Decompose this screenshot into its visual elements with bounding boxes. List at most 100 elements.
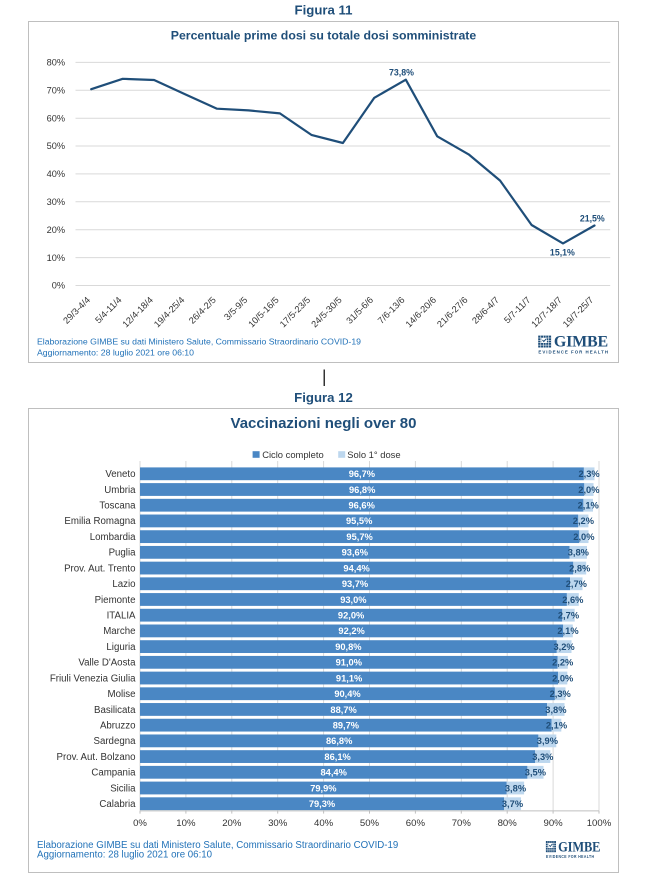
- svg-text:7/6-13/6: 7/6-13/6: [376, 295, 407, 326]
- svg-text:93,0%: 93,0%: [340, 595, 367, 605]
- svg-text:Toscana: Toscana: [99, 501, 136, 512]
- svg-text:Molise: Molise: [108, 689, 136, 700]
- svg-text:0%: 0%: [52, 281, 65, 291]
- svg-text:10%: 10%: [47, 253, 65, 263]
- svg-text:30%: 30%: [47, 197, 65, 207]
- svg-text:3,2%: 3,2%: [553, 642, 575, 652]
- svg-text:Umbria: Umbria: [104, 485, 136, 496]
- svg-text:Prov. Aut. Bolzano: Prov. Aut. Bolzano: [57, 752, 136, 763]
- svg-text:20%: 20%: [222, 818, 242, 829]
- svg-text:3,8%: 3,8%: [505, 783, 527, 793]
- svg-text:Lombardia: Lombardia: [90, 532, 136, 543]
- svg-text:12/7-18/7: 12/7-18/7: [529, 295, 564, 330]
- svg-text:12/4-18/4: 12/4-18/4: [120, 295, 155, 330]
- svg-text:GIMBE: GIMBE: [554, 334, 608, 351]
- svg-text:3,3%: 3,3%: [532, 752, 554, 762]
- svg-text:21,5%: 21,5%: [580, 213, 605, 223]
- svg-text:Campania: Campania: [91, 768, 136, 779]
- svg-text:26/4-2/5: 26/4-2/5: [187, 295, 218, 326]
- svg-text:92,2%: 92,2%: [338, 626, 365, 636]
- svg-text:24/5-30/5: 24/5-30/5: [309, 295, 344, 330]
- svg-text:84,4%: 84,4%: [321, 768, 348, 778]
- svg-text:3,5%: 3,5%: [525, 768, 547, 778]
- svg-text:Valle D'Aosta: Valle D'Aosta: [78, 658, 136, 669]
- svg-text:GIMBE: GIMBE: [558, 838, 600, 854]
- svg-text:70%: 70%: [452, 818, 472, 829]
- svg-text:60%: 60%: [406, 818, 426, 829]
- svg-text:3,9%: 3,9%: [537, 736, 559, 746]
- svg-text:14/6-20/6: 14/6-20/6: [404, 295, 439, 330]
- svg-text:2,0%: 2,0%: [552, 673, 574, 683]
- svg-text:2,8%: 2,8%: [569, 563, 591, 573]
- svg-text:Ciclo completo: Ciclo completo: [262, 449, 323, 460]
- svg-text:2,0%: 2,0%: [573, 532, 595, 542]
- svg-text:100%: 100%: [587, 818, 612, 829]
- svg-text:Elaborazione GIMBE su dati Min: Elaborazione GIMBE su dati Ministero Sal…: [37, 840, 398, 851]
- svg-text:Friuli Venezia Giulia: Friuli Venezia Giulia: [50, 673, 136, 684]
- svg-text:95,5%: 95,5%: [346, 516, 373, 526]
- svg-text:2,7%: 2,7%: [566, 579, 588, 589]
- svg-text:19/7-25/7: 19/7-25/7: [561, 295, 596, 330]
- svg-text:10%: 10%: [176, 818, 196, 829]
- svg-text:Piemonte: Piemonte: [95, 595, 136, 606]
- svg-text:90,4%: 90,4%: [334, 689, 361, 699]
- svg-text:28/6-4/7: 28/6-4/7: [470, 295, 501, 326]
- svg-text:2,6%: 2,6%: [562, 595, 584, 605]
- svg-text:2,0%: 2,0%: [578, 485, 600, 495]
- svg-text:Liguria: Liguria: [106, 642, 136, 653]
- svg-text:ITALIA: ITALIA: [107, 610, 136, 621]
- svg-text:2,1%: 2,1%: [578, 501, 600, 511]
- svg-text:2,1%: 2,1%: [557, 626, 579, 636]
- svg-text:Prov. Aut. Trento: Prov. Aut. Trento: [64, 563, 135, 574]
- svg-text:Percentuale prime dosi su tota: Percentuale prime dosi su totale dosi so…: [171, 29, 477, 43]
- svg-text:2,3%: 2,3%: [578, 469, 600, 479]
- svg-text:31/5-6/6: 31/5-6/6: [344, 295, 375, 326]
- svg-text:92,0%: 92,0%: [338, 610, 365, 620]
- svg-text:86,8%: 86,8%: [326, 736, 353, 746]
- svg-text:Calabria: Calabria: [99, 799, 136, 810]
- svg-text:40%: 40%: [47, 169, 65, 179]
- svg-text:94,4%: 94,4%: [343, 563, 370, 573]
- svg-text:50%: 50%: [360, 818, 380, 829]
- svg-text:29/3-4/4: 29/3-4/4: [61, 295, 92, 326]
- svg-text:Sicilia: Sicilia: [110, 783, 136, 794]
- svg-text:21/6-27/6: 21/6-27/6: [435, 295, 470, 330]
- svg-text:93,6%: 93,6%: [342, 548, 369, 558]
- svg-text:96,6%: 96,6%: [349, 501, 376, 511]
- svg-text:70%: 70%: [47, 86, 65, 96]
- svg-text:86,1%: 86,1%: [324, 752, 351, 762]
- svg-text:Solo 1° dose: Solo 1° dose: [347, 449, 400, 460]
- svg-text:Abruzzo: Abruzzo: [100, 720, 136, 731]
- svg-text:Aggiornamento: 28 luglio 2021: Aggiornamento: 28 luglio 2021 ore 06:10: [37, 850, 213, 861]
- svg-text:Marche: Marche: [103, 626, 135, 637]
- svg-text:2,1%: 2,1%: [546, 720, 568, 730]
- svg-text:2,7%: 2,7%: [558, 610, 580, 620]
- svg-text:EVIDENCE FOR HEALTH: EVIDENCE FOR HEALTH: [538, 350, 608, 355]
- svg-text:Figura 11: Figura 11: [295, 2, 353, 17]
- svg-text:3,8%: 3,8%: [568, 548, 590, 558]
- svg-text:Lazio: Lazio: [112, 579, 135, 590]
- svg-text:Puglia: Puglia: [109, 548, 137, 559]
- svg-text:Aggiornamento: 28 luglio 2021: Aggiornamento: 28 luglio 2021 ore 06:10: [37, 348, 194, 358]
- svg-text:2,2%: 2,2%: [552, 658, 574, 668]
- svg-text:20%: 20%: [47, 225, 65, 235]
- svg-text:15,1%: 15,1%: [550, 248, 575, 258]
- svg-text:96,8%: 96,8%: [349, 485, 376, 495]
- svg-text:Figura 12: Figura 12: [294, 390, 353, 405]
- svg-text:80%: 80%: [47, 58, 65, 68]
- svg-text:17/5-23/5: 17/5-23/5: [278, 295, 313, 330]
- svg-text:60%: 60%: [47, 113, 65, 123]
- svg-text:Basilicata: Basilicata: [94, 705, 136, 716]
- svg-text:79,3%: 79,3%: [309, 799, 336, 809]
- svg-text:2,3%: 2,3%: [550, 689, 572, 699]
- svg-text:Sardegna: Sardegna: [93, 736, 136, 747]
- svg-text:Elaborazione GIMBE su dati Min: Elaborazione GIMBE su dati Ministero Sal…: [37, 336, 361, 346]
- svg-text:Vaccinazioni negli over 80: Vaccinazioni negli over 80: [231, 415, 417, 432]
- svg-text:2,2%: 2,2%: [573, 516, 595, 526]
- svg-text:89,7%: 89,7%: [333, 720, 360, 730]
- svg-text:93,7%: 93,7%: [342, 579, 369, 589]
- svg-text:Emilia Romagna: Emilia Romagna: [64, 516, 136, 527]
- svg-text:91,1%: 91,1%: [336, 673, 363, 683]
- svg-text:5/7-11/7: 5/7-11/7: [502, 295, 532, 325]
- svg-text:80%: 80%: [498, 818, 518, 829]
